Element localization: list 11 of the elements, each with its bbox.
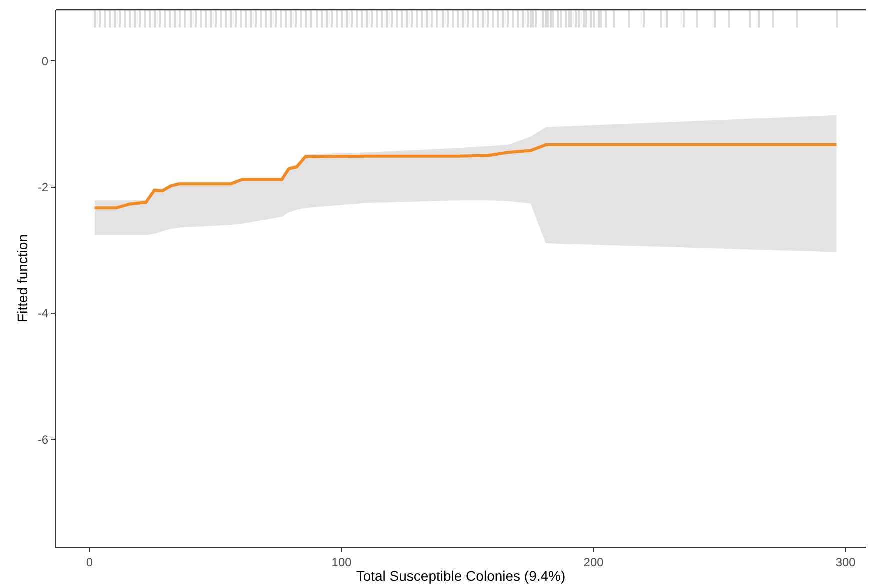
x-axis-title: Total Susceptible Colonies (9.4%) [356,568,566,584]
y-tick-label: -2 [38,180,49,195]
y-tick-label: -4 [38,306,49,321]
line-series [93,144,838,210]
x-tick-label: 200 [584,556,604,570]
y-tick-label: -6 [38,432,49,447]
y-tick-label: 0 [42,54,49,68]
x-tick-label: 0 [86,556,94,570]
x-tick-label: 300 [836,556,856,570]
y-axis-title: Fitted function [14,234,30,322]
x-tick-label: 100 [332,556,352,570]
